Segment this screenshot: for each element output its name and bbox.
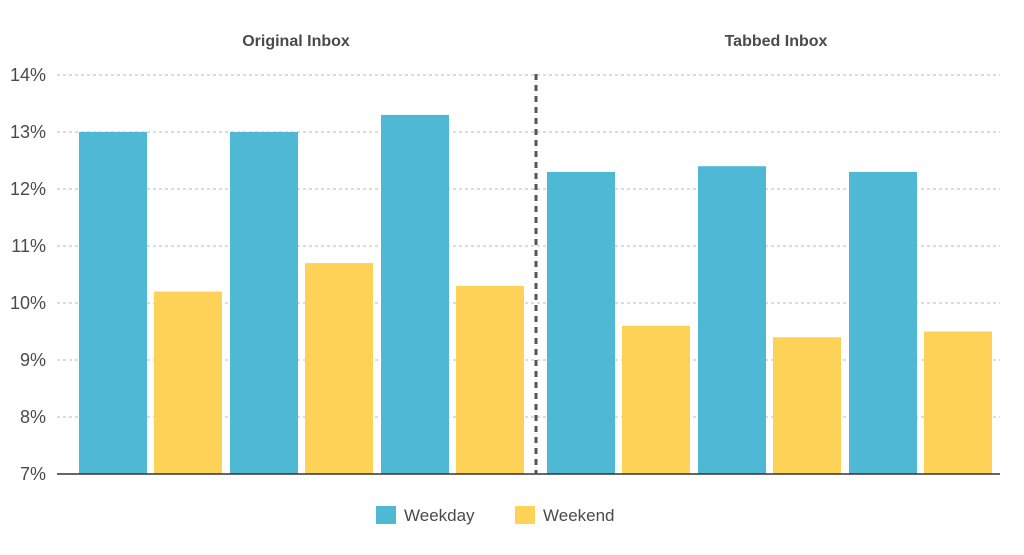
bar-weekend <box>622 325 690 474</box>
legend-swatch-weekday <box>376 506 396 524</box>
group-title-tabbed-inbox: Tabbed Inbox <box>725 33 828 50</box>
legend-label-weekday: Weekday <box>404 506 475 525</box>
bars <box>79 114 992 475</box>
y-tick-label: 14% <box>10 65 46 85</box>
legend-label-weekend: Weekend <box>543 506 615 525</box>
y-tick-label: 10% <box>10 293 46 313</box>
legend-swatch-weekend <box>515 506 535 524</box>
y-tick-label: 11% <box>11 236 46 256</box>
bar-weekday <box>547 171 615 474</box>
bar-weekday <box>230 132 298 474</box>
y-tick-label: 13% <box>10 122 46 142</box>
bar-weekday <box>79 132 147 474</box>
bar-weekend <box>456 285 524 474</box>
bar-weekday <box>381 114 449 475</box>
group-title-original-inbox: Original Inbox <box>242 33 350 50</box>
legend: Weekday Weekend <box>376 506 615 525</box>
y-tick-label: 8% <box>20 407 46 427</box>
y-tick-label: 12% <box>10 179 46 199</box>
y-tick-label: 7% <box>20 464 46 484</box>
bar-weekend <box>154 291 222 474</box>
bar-weekday <box>698 166 766 474</box>
bar-weekend <box>305 263 373 474</box>
bar-weekday <box>849 171 917 474</box>
y-axis-ticks: 7% 8% 9% 10% 11% 12% 13% 14% <box>10 65 46 484</box>
y-tick-label: 9% <box>20 350 46 370</box>
bar-weekend <box>924 331 992 474</box>
bar-weekend <box>773 337 841 474</box>
